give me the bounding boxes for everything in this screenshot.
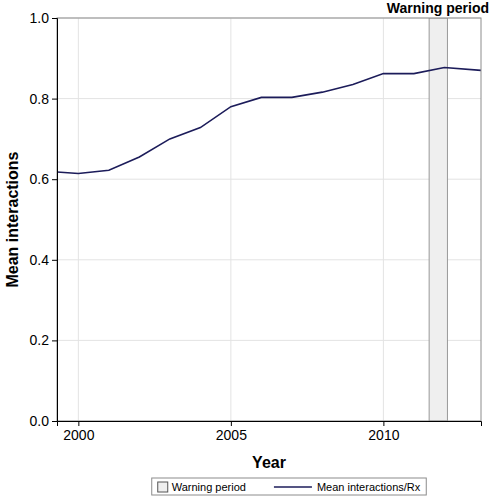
y-tick-mark <box>52 18 57 19</box>
y-tick-mark <box>52 260 57 261</box>
x-tick-mark <box>383 421 384 426</box>
y-tick: 0.2 <box>30 332 57 348</box>
x-tick-mark <box>78 421 79 426</box>
plot-background <box>57 18 481 421</box>
plot-area: 0.0 0.2 0.4 0.6 0.8 1.0 2000 2005 2010 <box>30 10 482 443</box>
warning-period-band <box>429 18 447 421</box>
x-tick: 2005 <box>216 421 247 443</box>
x-tick-label: 2010 <box>368 427 399 443</box>
legend: Warning period Mean interactions/Rx <box>152 478 427 495</box>
grid <box>57 18 481 421</box>
title: Warning period <box>387 0 489 16</box>
grid-line-y <box>57 340 481 341</box>
grid-line-x <box>78 18 79 421</box>
grid-line-x <box>383 18 384 421</box>
grid-line-y <box>57 259 481 260</box>
chart: 0.0 0.2 0.4 0.6 0.8 1.0 2000 2005 2010 Year Mean i… <box>0 0 491 500</box>
y-tick: 1.0 <box>30 10 57 26</box>
y-tick: 0.6 <box>30 171 57 187</box>
legend-box <box>152 478 427 495</box>
y-axis-line <box>52 19 58 422</box>
x-tick-label: 2000 <box>63 427 94 443</box>
y-tick: 0.4 <box>30 252 57 268</box>
y-axis-title: Mean interactions <box>4 151 21 287</box>
y-tick-label: 0.4 <box>30 252 50 268</box>
y-tick-label: 1.0 <box>30 10 50 26</box>
y-tick-mark <box>52 179 57 180</box>
legend-label: Warning period <box>172 481 246 493</box>
legend-items: Warning period Mean interactions/Rx <box>158 481 421 493</box>
y-tick-label: 0.6 <box>30 171 50 187</box>
grid-line-y <box>57 98 481 99</box>
x-tick-label: 2005 <box>216 427 247 443</box>
y-tick: 0.8 <box>30 91 57 107</box>
y-axis: 0.0 0.2 0.4 0.6 0.8 1.0 <box>30 10 58 429</box>
y-tick-mark <box>52 421 57 422</box>
grid-line-y <box>57 179 481 180</box>
legend-swatch <box>158 482 168 492</box>
y-tick-label: 0.2 <box>30 332 50 348</box>
x-axis-line <box>58 422 482 427</box>
plot-frame <box>57 18 481 421</box>
y-tick: 0.0 <box>30 413 57 429</box>
series-line <box>57 68 481 174</box>
legend-swatch <box>274 486 312 488</box>
y-tick-mark <box>52 340 57 341</box>
y-tick-label: 0.8 <box>30 91 50 107</box>
y-tick-label: 0.0 <box>30 413 50 429</box>
grid-line-x <box>230 18 231 421</box>
marks <box>57 18 481 421</box>
x-axis: 2000 2005 2010 <box>58 421 482 443</box>
y-tick-mark <box>52 99 57 100</box>
x-tick: 2000 <box>63 421 94 443</box>
legend-label: Mean interactions/Rx <box>317 481 421 493</box>
x-tick-mark <box>231 421 232 426</box>
x-axis-title: Year <box>252 454 286 471</box>
x-tick: 2010 <box>368 421 399 443</box>
